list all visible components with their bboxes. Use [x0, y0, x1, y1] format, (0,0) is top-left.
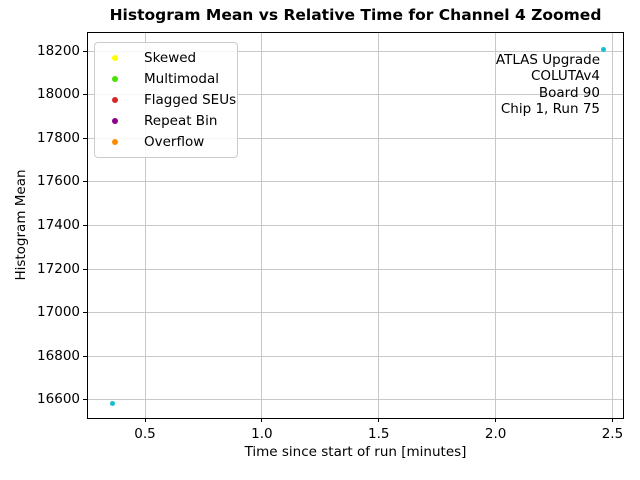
legend-item: Skewed	[95, 47, 237, 68]
legend-item-label: Skewed	[144, 49, 197, 66]
x-tick	[261, 418, 263, 422]
y-tick-label: 18200	[37, 42, 80, 59]
y-tick	[83, 94, 87, 96]
annotation-line: Board 90	[538, 84, 600, 101]
y-gridline	[88, 50, 623, 52]
y-gridline	[88, 355, 623, 357]
legend-marker-icon	[112, 75, 118, 82]
x-tick-label: 1.0	[251, 426, 273, 442]
legend-marker-icon	[112, 96, 118, 103]
y-tick-label: 18000	[37, 86, 80, 103]
x-tick-label: 1.5	[368, 426, 390, 442]
y-tick-label: 17000	[37, 304, 80, 320]
y-gridline	[88, 94, 623, 96]
y-gridline	[88, 181, 623, 183]
y-tick-label: 17800	[37, 129, 80, 146]
legend-item: Repeat Bin	[95, 111, 237, 132]
data-point	[109, 400, 115, 406]
data-point	[600, 47, 606, 53]
annotation-line: Chip 1, Run 75	[500, 101, 600, 118]
x-tick	[611, 418, 613, 422]
y-tick	[83, 399, 87, 400]
x-tick-label: 0.5	[134, 426, 156, 442]
legend-item: Flagged SEUs	[95, 89, 237, 110]
y-tick	[83, 50, 87, 52]
y-tick-label: 16600	[37, 391, 80, 407]
annotation-line: ATLAS Upgrade	[495, 52, 600, 68]
y-tick-label: 17400	[37, 217, 80, 233]
annotation-line: COLUTAv4	[530, 68, 600, 85]
legend-item-label: Overflow	[144, 134, 205, 151]
y-tick	[83, 355, 87, 357]
x-axis-label: Time since start of run [minutes]	[244, 444, 467, 460]
legend-item: Overflow	[95, 132, 237, 153]
y-gridline	[88, 399, 623, 400]
legend: Skewed Multimodal Flagged SEUs Repeat Bin Ov…	[94, 42, 238, 158]
annotation: ATLAS Upgrade COLUTAv4 Board 90 Chip 1, Run…	[496, 52, 600, 118]
y-gridline	[88, 268, 623, 270]
y-tick	[83, 137, 87, 139]
x-tick-label: 2.5	[601, 426, 624, 442]
x-tick	[495, 418, 497, 422]
y-tick	[83, 225, 87, 226]
legend-item-label: Flagged SEUs	[144, 91, 237, 108]
legend-item-label: Repeat Bin	[144, 113, 218, 130]
y-gridline	[88, 225, 623, 226]
x-tick	[378, 418, 380, 422]
y-tick-label: 17200	[37, 260, 80, 277]
legend-item-label: Multimodal	[144, 70, 220, 87]
legend-marker-icon	[112, 118, 118, 125]
legend-marker-icon	[112, 139, 118, 146]
y-tick	[83, 312, 87, 313]
chart-title: Histogram Mean vs Relative Time for Chan…	[109, 6, 602, 24]
y-tick	[83, 181, 87, 183]
y-tick-label: 17600	[37, 173, 80, 190]
y-gridline	[88, 312, 623, 313]
y-tick-label: 16800	[37, 347, 80, 364]
x-tick	[144, 418, 146, 422]
y-gridline	[88, 137, 623, 139]
x-tick-label: 2.0	[484, 426, 507, 442]
legend-item: Multimodal	[95, 68, 237, 89]
legend-marker-icon	[112, 54, 118, 61]
y-tick	[83, 268, 87, 270]
